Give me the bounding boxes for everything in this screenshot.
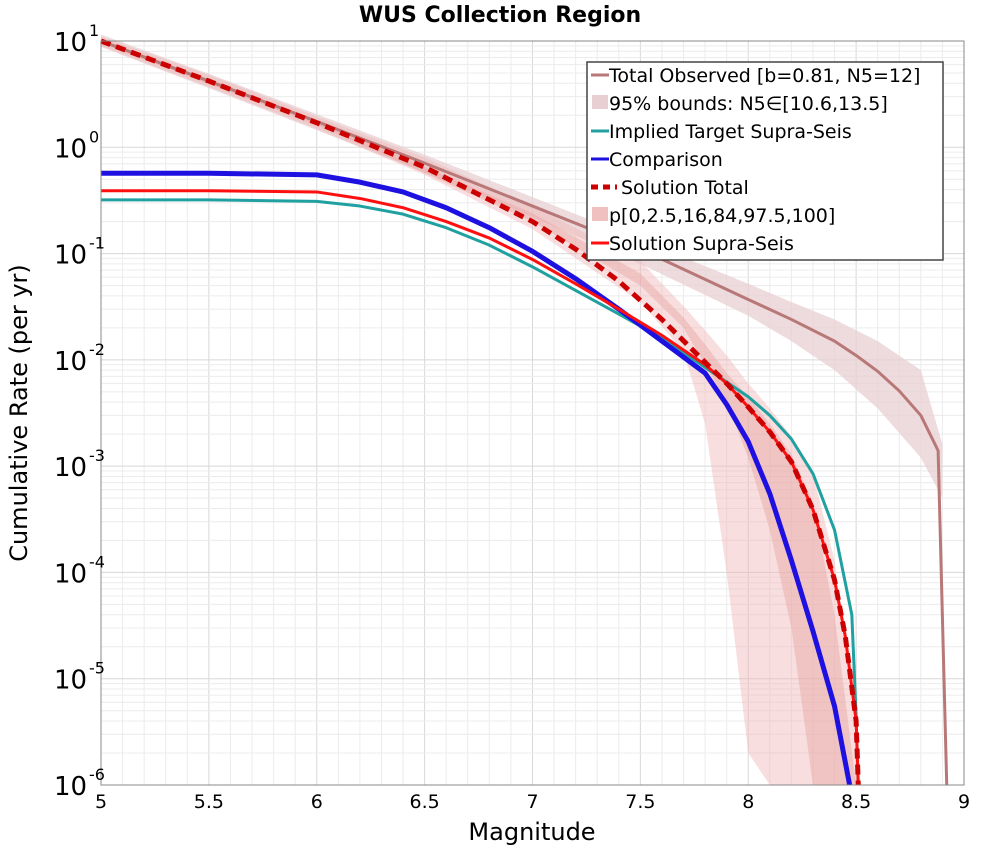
y-tick-label: 10 xyxy=(54,666,87,696)
legend-label: p[0,2.5,16,84,97.5,100] xyxy=(609,205,835,227)
legend: Total Observed [b=0.81, N5=12] 95% bounds… xyxy=(586,61,944,261)
x-tick-label: 8 xyxy=(742,791,754,813)
y-tick-label: 10 xyxy=(54,241,87,271)
chart-title: WUS Collection Region xyxy=(359,3,641,28)
y-tick-exponent: -4 xyxy=(89,552,105,571)
legend-label: Implied Target Supra-Seis xyxy=(609,121,852,143)
grid xyxy=(100,41,965,786)
band-area xyxy=(101,36,857,786)
series-line xyxy=(100,39,949,786)
series-lines xyxy=(100,38,949,786)
x-tick-label: 5 xyxy=(95,791,107,813)
legend-label: Solution Total xyxy=(621,177,749,199)
series-line xyxy=(100,38,861,786)
y-tick-label: 10 xyxy=(54,134,87,164)
y-tick-label: 10 xyxy=(54,28,87,58)
y-axis-label: Cumulative Rate (per yr) xyxy=(5,264,33,562)
y-tick-exponent: -3 xyxy=(89,446,105,465)
confidence-bands xyxy=(101,34,943,786)
x-tick-label: 7.5 xyxy=(625,791,655,813)
x-tick-label: 7 xyxy=(526,791,538,813)
legend-label: 95% bounds: N5∈[10.6,13.5] xyxy=(609,93,888,115)
series-line xyxy=(101,189,860,786)
y-tick-exponent: -2 xyxy=(89,340,105,359)
legend-swatch xyxy=(592,95,608,109)
legend-label: Comparison xyxy=(609,149,723,171)
y-tick-label: 10 xyxy=(54,559,87,589)
y-tick-exponent: -5 xyxy=(89,659,105,678)
y-tick-label: 10 xyxy=(54,347,87,377)
legend-label: Solution Supra-Seis xyxy=(609,233,794,255)
x-tick-label: 8.5 xyxy=(841,791,871,813)
x-tick-label: 6.5 xyxy=(410,791,440,813)
y-tick-exponent: 1 xyxy=(89,21,99,40)
x-tick-label: 5.5 xyxy=(194,791,224,813)
y-tick-exponent: -1 xyxy=(89,234,105,253)
x-axis-label: Magnitude xyxy=(468,818,595,846)
legend-swatch xyxy=(592,207,608,221)
y-tick-label: 10 xyxy=(54,772,87,802)
legend-box xyxy=(586,61,944,261)
x-tick-label: 9 xyxy=(958,791,970,813)
legend-label: Total Observed [b=0.81, N5=12] xyxy=(608,65,920,87)
plot-frame xyxy=(100,40,965,786)
x-tick-labels: 5 5.5 6 6.5 7 7.5 8 8.5 9 xyxy=(95,791,970,813)
x-tick-label: 6 xyxy=(311,791,323,813)
y-tick-exponent: 0 xyxy=(89,127,99,146)
y-tick-exponent: -6 xyxy=(89,765,105,784)
y-tick-label: 10 xyxy=(54,453,87,483)
